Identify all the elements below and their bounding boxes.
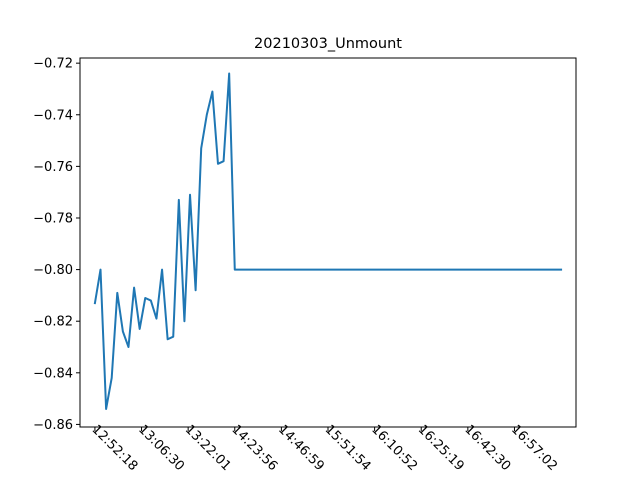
y-tick-label: −0.80	[33, 263, 73, 278]
series-layer	[93, 72, 563, 410]
y-tick-label: −0.76	[33, 160, 73, 175]
y-axis-ticks: −0.72 −0.74 −0.76 −0.78 −0.80 −0.82 −0.84 −0.86	[33, 57, 80, 433]
y-tick-label: −0.74	[33, 108, 73, 123]
y-tick-label: −0.78	[33, 211, 73, 226]
y-tick-label: −0.82	[33, 315, 73, 330]
y-tick-label: −0.86	[33, 418, 73, 433]
chart-title: 20210303_Unmount	[254, 36, 402, 52]
series-line-0	[93, 72, 563, 410]
y-tick-label: −0.84	[33, 366, 73, 381]
plot-area-frame	[79, 57, 577, 428]
y-tick-label: −0.72	[33, 57, 73, 72]
